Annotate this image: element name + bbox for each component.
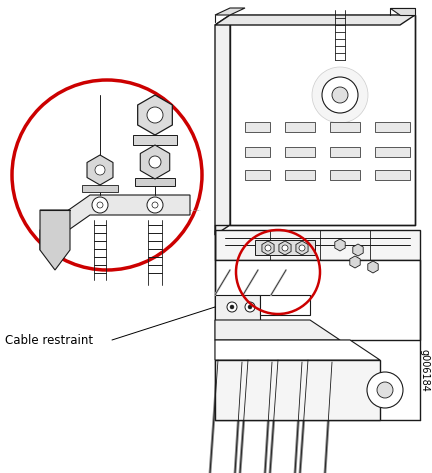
Circle shape	[332, 87, 348, 103]
Text: g006184: g006184	[420, 349, 430, 392]
Polygon shape	[215, 320, 340, 340]
Circle shape	[265, 245, 271, 251]
Polygon shape	[215, 230, 420, 260]
Circle shape	[152, 202, 158, 208]
Circle shape	[147, 107, 163, 123]
Polygon shape	[262, 241, 274, 255]
Polygon shape	[215, 8, 245, 15]
Circle shape	[248, 305, 252, 309]
Polygon shape	[82, 185, 118, 192]
Polygon shape	[255, 240, 315, 255]
Circle shape	[299, 245, 305, 251]
Polygon shape	[285, 122, 315, 132]
Polygon shape	[390, 8, 415, 15]
Polygon shape	[375, 147, 410, 157]
Circle shape	[322, 77, 358, 113]
Polygon shape	[40, 195, 190, 250]
Polygon shape	[368, 261, 378, 273]
Circle shape	[95, 165, 105, 175]
Polygon shape	[87, 155, 113, 185]
Polygon shape	[335, 239, 345, 251]
Polygon shape	[330, 147, 360, 157]
Polygon shape	[285, 170, 315, 180]
Polygon shape	[140, 145, 170, 179]
Polygon shape	[230, 15, 415, 225]
Polygon shape	[245, 170, 270, 180]
Polygon shape	[353, 244, 363, 256]
Text: Cable restraint: Cable restraint	[5, 333, 93, 347]
Polygon shape	[245, 147, 270, 157]
Polygon shape	[350, 256, 360, 268]
Polygon shape	[330, 170, 360, 180]
Circle shape	[367, 372, 403, 408]
Polygon shape	[215, 360, 380, 420]
Circle shape	[12, 80, 202, 270]
Circle shape	[227, 302, 237, 312]
Polygon shape	[285, 147, 315, 157]
Circle shape	[97, 202, 103, 208]
Circle shape	[147, 197, 163, 213]
Circle shape	[92, 197, 108, 213]
Polygon shape	[245, 122, 270, 132]
Circle shape	[149, 156, 161, 168]
Polygon shape	[215, 340, 380, 360]
Polygon shape	[375, 170, 410, 180]
Circle shape	[377, 382, 393, 398]
Polygon shape	[260, 295, 310, 315]
Polygon shape	[215, 295, 260, 320]
Polygon shape	[133, 135, 177, 145]
Circle shape	[312, 67, 368, 123]
Polygon shape	[279, 241, 291, 255]
Polygon shape	[138, 95, 172, 135]
Polygon shape	[296, 241, 308, 255]
Polygon shape	[330, 122, 360, 132]
Polygon shape	[215, 15, 230, 235]
Polygon shape	[215, 260, 420, 340]
Circle shape	[245, 302, 255, 312]
Polygon shape	[215, 15, 415, 25]
Polygon shape	[135, 178, 175, 186]
Polygon shape	[40, 210, 70, 270]
Circle shape	[282, 245, 288, 251]
Circle shape	[230, 305, 234, 309]
Polygon shape	[375, 122, 410, 132]
